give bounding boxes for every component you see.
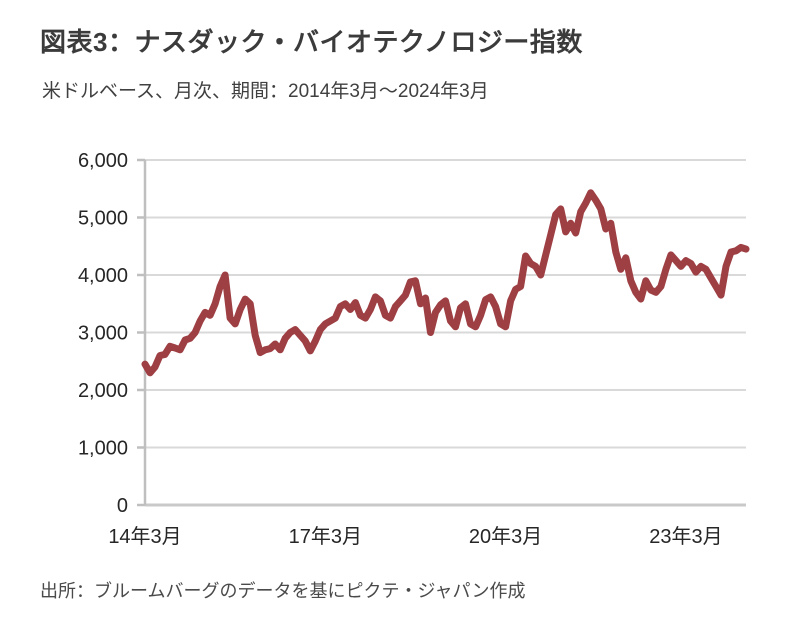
figure-source: 出所：ブルームバーグのデータを基にピクテ・ジャパン作成	[40, 581, 526, 601]
x-axis-tick-label: 23年3月	[649, 525, 722, 548]
gridlines	[145, 159, 746, 449]
x-axis-tick-label: 20年3月	[469, 525, 542, 548]
index-line-series	[141, 189, 750, 377]
y-axis-tick-label: 0	[117, 495, 128, 517]
x-axis-tick-label: 17年3月	[289, 525, 362, 548]
y-axis-tick-label: 5,000	[78, 208, 128, 230]
figure-title: 図表3：ナスダック・バイオテクノロジー指数	[40, 27, 583, 57]
figure-subtitle: 米ドルベース、月次、期間：2014年3月～2024年3月	[42, 81, 489, 102]
y-axis-tick-label: 4,000	[78, 265, 128, 287]
y-axis-tick-label: 1,000	[78, 438, 128, 460]
x-axis-tick-label: 14年3月	[108, 525, 181, 548]
axis-tick-labels: 0 1,000 2,000 3,000 4,000 5,000 6,000 14年3月 17年3…	[78, 150, 723, 548]
y-axis-tick-label: 2,000	[78, 380, 128, 402]
axes	[137, 158, 746, 507]
y-axis-tick-label: 3,000	[78, 323, 128, 345]
index-line	[141, 189, 750, 377]
y-axis-tick-label: 6,000	[78, 150, 128, 172]
